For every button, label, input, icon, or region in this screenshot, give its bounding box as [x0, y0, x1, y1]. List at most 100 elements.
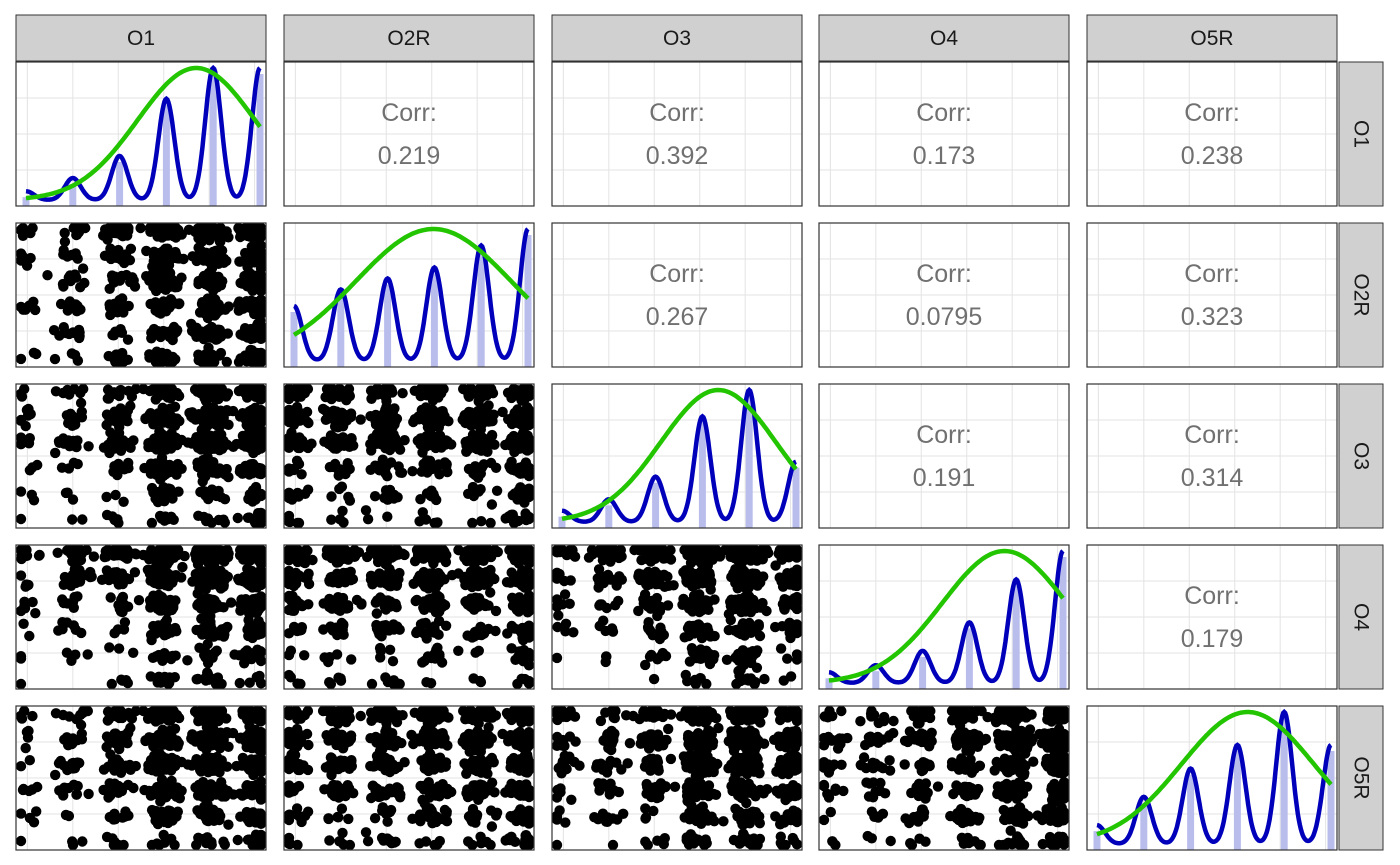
histogram-bar	[209, 74, 217, 206]
scatter-point	[154, 439, 165, 450]
scatter-point	[151, 384, 162, 395]
scatter-point	[520, 414, 531, 425]
scatter-point	[69, 440, 81, 452]
scatter-point	[201, 648, 212, 659]
scatter-point	[19, 254, 30, 265]
panel-border	[551, 222, 803, 368]
scatter-point	[290, 412, 302, 423]
scatter-point	[435, 435, 446, 446]
scatter-point	[62, 487, 73, 498]
scatter-point	[119, 617, 131, 628]
scatter-point	[101, 491, 112, 503]
scatter-point	[323, 656, 334, 668]
scatter-point	[133, 595, 145, 606]
panel-o4-o2r	[283, 544, 535, 690]
scatter-point	[474, 415, 486, 426]
scatter-point	[512, 410, 523, 422]
scatter-point	[206, 464, 217, 476]
scatter-point	[384, 644, 396, 655]
scatter-point	[117, 675, 128, 686]
row-strip-o4: O4	[1338, 544, 1384, 690]
panel-border	[15, 61, 267, 207]
scatter-point	[202, 674, 213, 685]
scatter-point	[74, 576, 86, 587]
scatter-point	[145, 602, 156, 613]
scatter-point	[110, 438, 122, 449]
scatter-point	[123, 462, 134, 474]
panel-border	[15, 222, 267, 368]
scatter-point	[77, 263, 89, 274]
scatter-point	[255, 599, 266, 610]
panel-border	[15, 544, 267, 690]
corr-value: 0.191	[913, 464, 976, 492]
scatter-point	[146, 517, 158, 528]
scatter-point	[252, 387, 263, 399]
scatter-point	[285, 672, 296, 683]
scatter-point	[104, 447, 115, 459]
scatter-point	[369, 491, 381, 502]
scatter-point	[161, 623, 172, 634]
scatter-point	[119, 257, 130, 269]
row-strip-o1: O1	[1338, 61, 1384, 207]
scatter-point	[355, 414, 366, 425]
scatter-point	[253, 223, 264, 234]
corr-label: Corr:	[916, 421, 972, 449]
scatter-point	[342, 440, 353, 451]
scatter-point	[517, 490, 528, 501]
corr-value: 0.238	[1181, 142, 1244, 170]
scatter-point	[157, 325, 169, 337]
panel-o3-o1	[15, 383, 267, 529]
scatter-point	[112, 469, 123, 481]
scatter-point	[122, 354, 133, 365]
scatter-point	[196, 424, 207, 435]
scatter-point	[244, 677, 255, 688]
scatter-point	[215, 491, 227, 503]
panel-border	[818, 383, 1070, 529]
scatter-point	[16, 432, 27, 443]
panel-content: Corr:0.323	[1087, 223, 1337, 367]
scatter-point	[16, 513, 27, 525]
panel-content: Corr: 0.191	[819, 384, 1069, 528]
scatter-point	[83, 441, 94, 452]
scatter-point	[152, 625, 163, 636]
histogram-bar	[745, 396, 753, 528]
scatter-point	[120, 574, 131, 585]
scatter-point	[16, 388, 27, 399]
scatter-point	[129, 548, 141, 559]
scatter-point	[255, 571, 266, 582]
scatter-point	[388, 429, 399, 440]
column-strip-o4: O4	[818, 14, 1070, 62]
scatter-point	[144, 349, 155, 360]
scatter-point	[233, 305, 244, 316]
scatter-point	[372, 438, 383, 449]
scatter-point	[114, 350, 125, 361]
scatter-point	[491, 485, 503, 496]
scatter-point	[202, 513, 214, 524]
scatter-point	[135, 223, 146, 234]
scatter-point	[207, 559, 218, 570]
scatter-point	[59, 227, 70, 239]
scatter-point	[49, 353, 61, 365]
scatter-point	[197, 384, 208, 396]
scatter-point	[204, 268, 215, 279]
scatter-point	[53, 625, 64, 636]
scatter-point	[506, 438, 517, 449]
scatter-point	[202, 302, 214, 313]
scatter-point	[62, 305, 73, 316]
histogram-bar	[256, 74, 264, 206]
panel-border	[283, 61, 535, 207]
scatter-point	[254, 670, 265, 682]
scatter-point	[407, 466, 418, 477]
scatter-point	[232, 512, 243, 524]
scatter-point	[249, 607, 260, 618]
scatter-point	[485, 517, 496, 528]
scatter-point	[65, 270, 76, 281]
scatter-point	[506, 418, 518, 430]
scatter-point	[123, 385, 134, 397]
scatter-point	[142, 564, 154, 575]
histogram-bar	[792, 467, 800, 528]
scatter-point	[168, 514, 179, 525]
corr-label: Corr:	[1184, 260, 1240, 288]
scatter-point	[505, 463, 516, 474]
panel-border	[551, 61, 803, 207]
